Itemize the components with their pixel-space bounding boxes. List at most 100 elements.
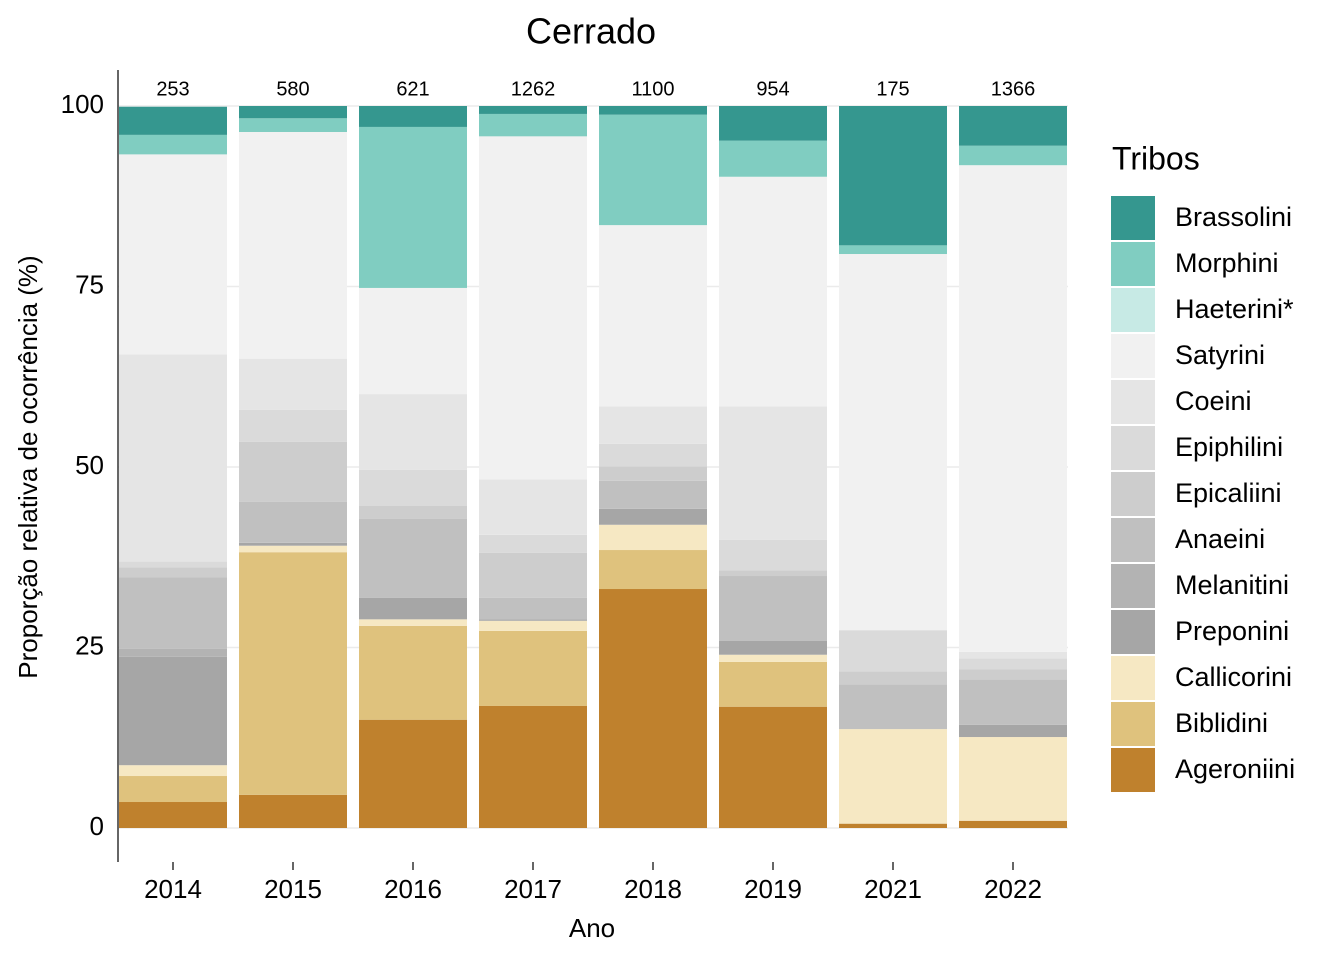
- bar-segment: [479, 113, 587, 137]
- bar-segment: [959, 669, 1067, 680]
- bar-segment: [479, 620, 587, 631]
- bar-segment: [239, 545, 347, 553]
- chart-title: Cerrado: [526, 11, 656, 52]
- bar-total-label: 1100: [631, 78, 674, 100]
- bar-segment: [839, 106, 947, 246]
- bar-segment: [239, 552, 347, 795]
- x-tick-label: 2017: [504, 874, 562, 904]
- bar-segment: [359, 505, 467, 519]
- legend-label: Callicorini: [1175, 662, 1292, 692]
- bar-segment: [119, 802, 227, 828]
- bar-segment: [359, 394, 467, 470]
- bar-segment: [719, 654, 827, 662]
- bar-segment: [119, 354, 227, 562]
- legend-label: Brassolini: [1175, 202, 1292, 232]
- legend-label: Melanitini: [1175, 570, 1289, 600]
- legend-label: Preponini: [1175, 616, 1289, 646]
- legend-key: [1111, 242, 1155, 286]
- legend-key: [1111, 472, 1155, 516]
- bar-segment: [959, 145, 1067, 166]
- legend-key: [1111, 518, 1155, 562]
- bar-segment: [359, 597, 467, 620]
- legend-label: Haeterini*: [1175, 294, 1294, 324]
- legend-key: [1111, 564, 1155, 608]
- bar-segment: [839, 254, 947, 631]
- bar-segment: [839, 630, 947, 672]
- x-tick-label: 2022: [984, 874, 1042, 904]
- bar-segment: [599, 225, 707, 407]
- bar-segment: [959, 737, 1067, 821]
- bar-segment: [119, 106, 227, 135]
- bar-segment: [479, 479, 587, 535]
- bar-segment: [719, 661, 827, 707]
- bar-segment: [479, 136, 587, 480]
- bar-segment: [599, 443, 707, 467]
- bar-segment: [239, 106, 347, 119]
- bar-segment: [839, 684, 947, 730]
- bar-segment: [959, 165, 1067, 652]
- bar-segment: [959, 679, 1067, 725]
- bar-segment: [719, 706, 827, 828]
- legend-label: Biblidini: [1175, 708, 1268, 738]
- legend-label: Epicaliini: [1175, 478, 1282, 508]
- bar-segment: [719, 539, 827, 571]
- bar-segment: [239, 441, 347, 502]
- bar-segment: [119, 577, 227, 649]
- bar-segment: [239, 131, 347, 359]
- legend-key: [1111, 334, 1155, 378]
- legend-key: [1111, 196, 1155, 240]
- bar-segment: [239, 501, 347, 543]
- y-axis-label: Proporção relativa de ocorrência (%): [13, 255, 43, 678]
- bar-segment: [239, 118, 347, 132]
- bar-segment: [119, 765, 227, 777]
- bar-total-label: 1262: [511, 78, 556, 100]
- bar-segment: [359, 518, 467, 598]
- bar-segment: [359, 469, 467, 506]
- legend-key: [1111, 610, 1155, 654]
- bar-segment: [719, 106, 827, 141]
- legend-key: [1111, 426, 1155, 470]
- bar-segment: [119, 776, 227, 803]
- bar-segment: [479, 597, 587, 620]
- bar-segment: [119, 134, 227, 155]
- bar-total-label: 253: [156, 78, 189, 100]
- bar-segment: [719, 641, 827, 655]
- bar-segment: [479, 534, 587, 553]
- x-tick-label: 2016: [384, 874, 442, 904]
- bar-segment: [119, 567, 227, 578]
- x-tick-label: 2019: [744, 874, 802, 904]
- bar-segment: [359, 719, 467, 828]
- bar-total-label: 580: [276, 78, 309, 100]
- y-tick-label: 25: [75, 630, 104, 660]
- bar-segment: [719, 576, 827, 642]
- y-tick-label: 50: [75, 450, 104, 480]
- bar-segment: [119, 154, 227, 355]
- bar-segment: [839, 823, 947, 828]
- bar-segment: [599, 114, 707, 226]
- legend-label: Satyrini: [1175, 340, 1265, 370]
- bar-segment: [239, 409, 347, 442]
- legend-key: [1111, 288, 1155, 332]
- x-axis-label: Ano: [569, 913, 615, 943]
- bar-total-label: 621: [396, 78, 429, 100]
- bar-segment: [359, 126, 467, 288]
- legend-key: [1111, 748, 1155, 792]
- bar-segment: [479, 552, 587, 598]
- bar-segment: [599, 466, 707, 481]
- bar-segment: [839, 245, 947, 255]
- bar-segment: [839, 729, 947, 824]
- bar-segment: [599, 589, 707, 828]
- legend-label: Epiphilini: [1175, 432, 1283, 462]
- bar-segment: [359, 106, 467, 127]
- bar-segment: [359, 619, 467, 626]
- bar-segment: [119, 656, 227, 766]
- bar-segment: [599, 550, 707, 590]
- bar-segment: [599, 524, 707, 551]
- legend-label: Anaeini: [1175, 524, 1265, 554]
- x-tick-label: 2015: [264, 874, 322, 904]
- bar-segment: [719, 176, 827, 407]
- legend-key: [1111, 702, 1155, 746]
- y-tick-label: 75: [75, 269, 104, 299]
- legend-key: [1111, 656, 1155, 700]
